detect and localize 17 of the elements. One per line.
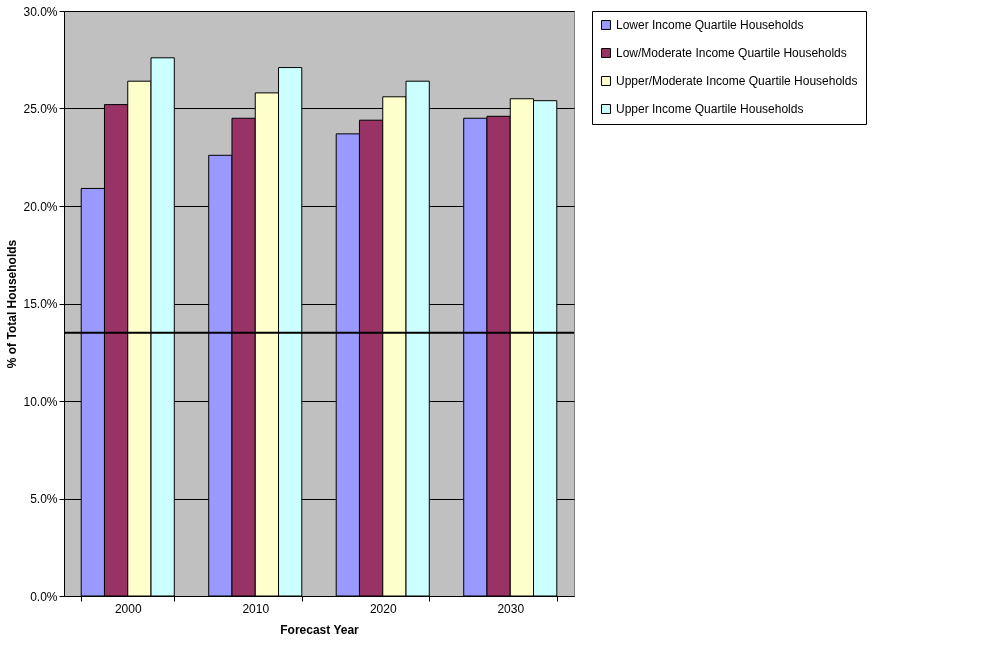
y-tick-label: 20.0% xyxy=(23,199,58,214)
legend-label: Low/Moderate Income Quartile Households xyxy=(616,46,847,60)
legend-label: Lower Income Quartile Households xyxy=(616,18,804,32)
x-tick-label: 2010 xyxy=(242,601,270,616)
legend-label: Upper Income Quartile Households xyxy=(616,102,804,116)
x-tick-label: 2020 xyxy=(369,601,397,616)
y-tick-label: 5.0% xyxy=(30,492,58,506)
y-tick-label: 0.0% xyxy=(30,589,58,604)
legend-label: Upper/Moderate Income Quartile Households xyxy=(616,74,858,88)
x-axis-title: Forecast Year xyxy=(280,622,360,637)
y-tick-label: 10.0% xyxy=(23,394,58,409)
y-tick-label: 25.0% xyxy=(23,102,58,116)
x-tick-label: 2000 xyxy=(114,601,142,616)
x-tick-label: 2030 xyxy=(497,601,525,616)
y-tick-label: 30.0% xyxy=(23,4,58,19)
y-axis-title: % of Total Households xyxy=(5,239,20,369)
y-tick-label: 15.0% xyxy=(23,297,58,311)
